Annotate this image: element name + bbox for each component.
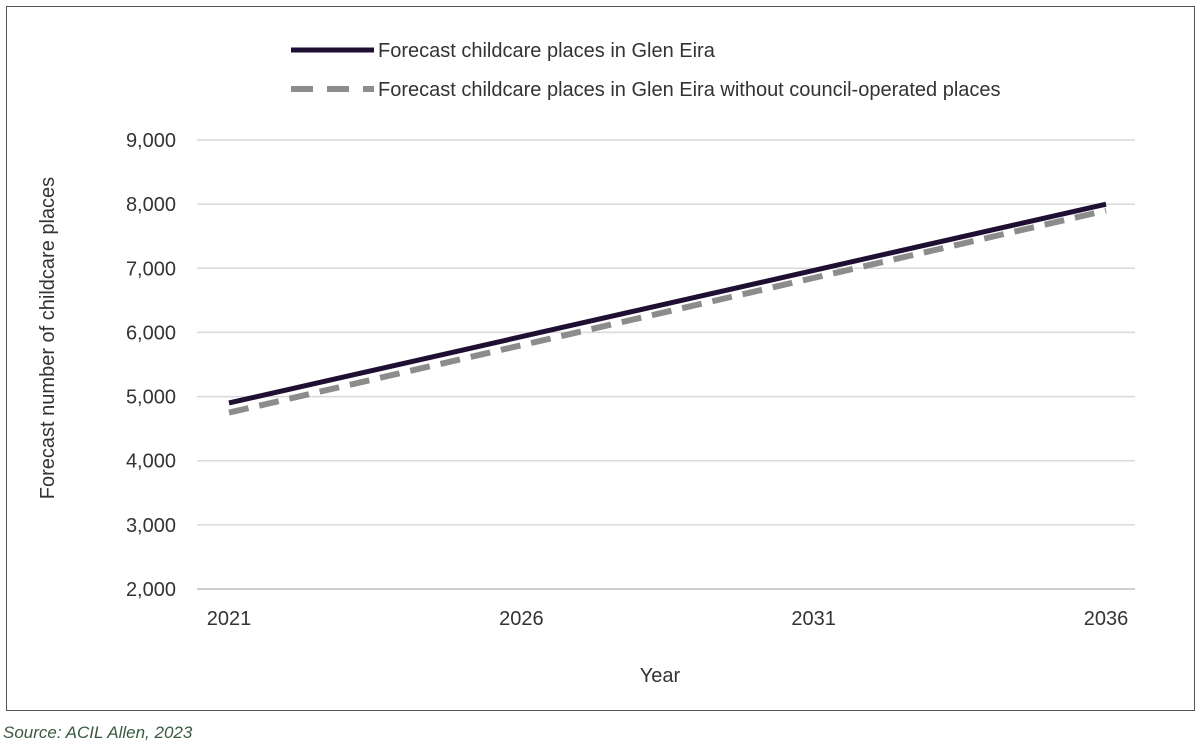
chart-frame bbox=[6, 6, 1195, 711]
legend-label: Forecast childcare places in Glen Eira bbox=[378, 40, 716, 62]
source-note: Source: ACIL Allen, 2023 bbox=[3, 723, 193, 742]
y-axis-label: Forecast number of childcare places bbox=[37, 177, 59, 499]
y-tick-label: 7,000 bbox=[126, 258, 176, 280]
y-axis-ticks: 2,000 3,000 4,000 5,000 6,000 7,000 8,000 9,000 bbox=[126, 130, 176, 601]
legend-label: Forecast childcare places in Glen Eira w… bbox=[378, 79, 1001, 101]
y-tick-label: 6,000 bbox=[126, 322, 176, 344]
series-line-total bbox=[228, 201, 1107, 406]
y-tick-label: 9,000 bbox=[126, 130, 176, 152]
y-tick-label: 4,000 bbox=[126, 451, 176, 473]
x-tick-label: 2036 bbox=[1084, 608, 1129, 630]
y-tick-label: 5,000 bbox=[126, 387, 176, 409]
x-axis-ticks: 2021 2026 2031 2036 bbox=[207, 608, 1129, 630]
y-tick-label: 3,000 bbox=[126, 515, 176, 537]
legend: Forecast childcare places in Glen Eira Fo… bbox=[291, 40, 1001, 101]
x-axis-label: Year bbox=[640, 665, 681, 687]
y-tick-label: 2,000 bbox=[126, 579, 176, 601]
gridlines bbox=[197, 139, 1135, 590]
y-tick-label: 8,000 bbox=[126, 194, 176, 216]
series-line-without-council bbox=[228, 207, 1107, 416]
x-tick-label: 2031 bbox=[791, 608, 836, 630]
x-tick-label: 2021 bbox=[207, 608, 252, 630]
series-lines bbox=[228, 201, 1107, 416]
x-tick-label: 2026 bbox=[499, 608, 544, 630]
